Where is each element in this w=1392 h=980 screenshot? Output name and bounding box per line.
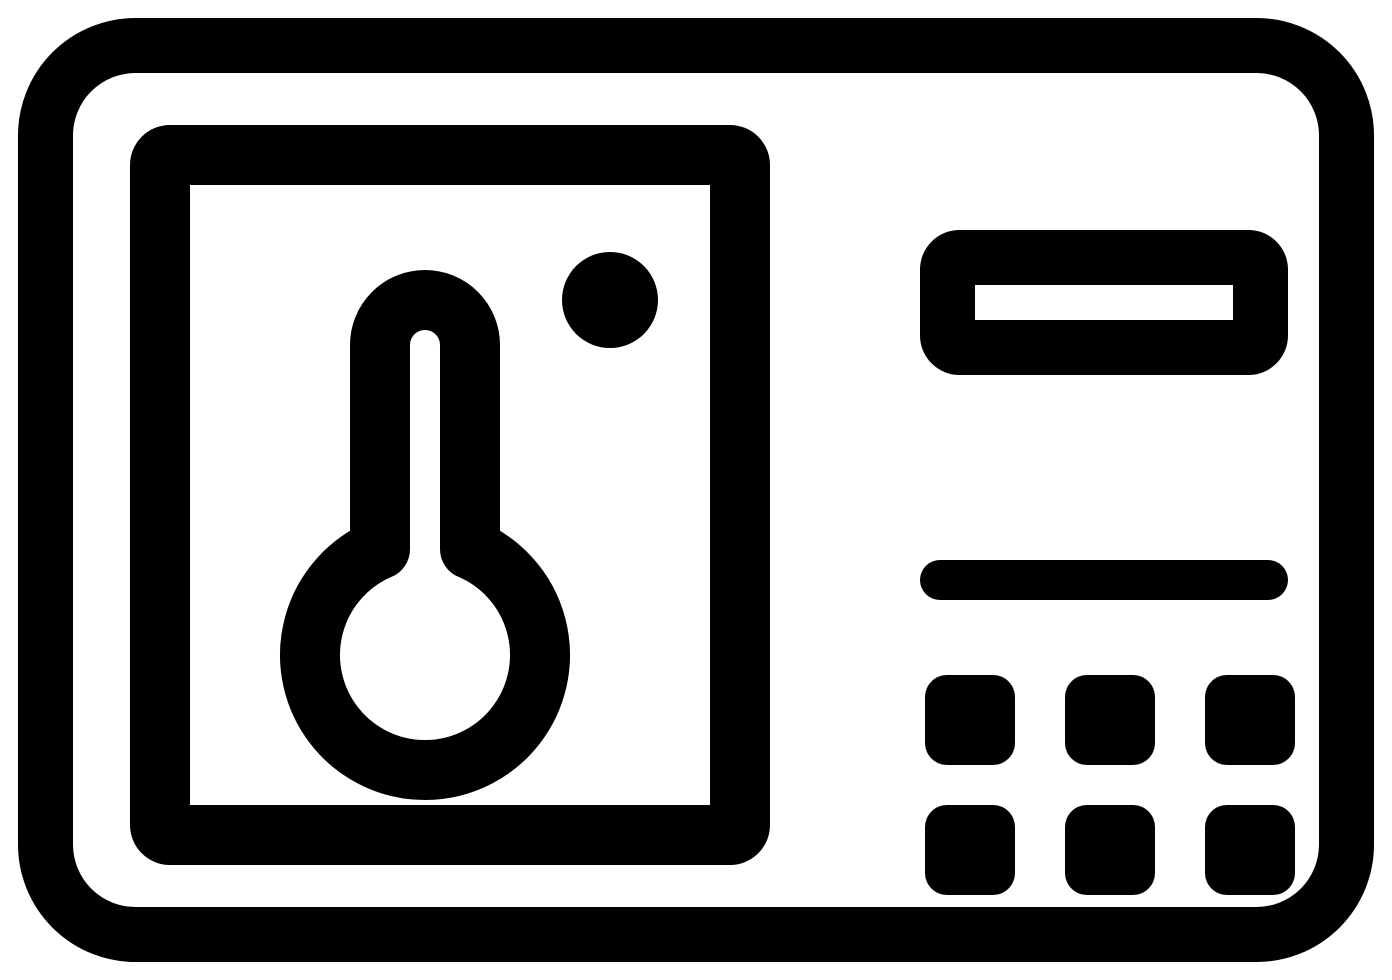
keypad-button <box>925 675 1015 765</box>
thermostat-svg <box>0 0 1392 980</box>
indicator-dot-icon <box>562 252 658 348</box>
thermostat-device-icon <box>0 0 1392 980</box>
keypad-button <box>925 805 1015 895</box>
keypad-button <box>1205 675 1295 765</box>
thermometer-icon <box>310 300 540 770</box>
display-slot <box>948 258 1261 348</box>
keypad-button <box>1065 675 1155 765</box>
keypad-button <box>1065 805 1155 895</box>
divider-line <box>920 560 1288 600</box>
keypad-button <box>1205 805 1295 895</box>
